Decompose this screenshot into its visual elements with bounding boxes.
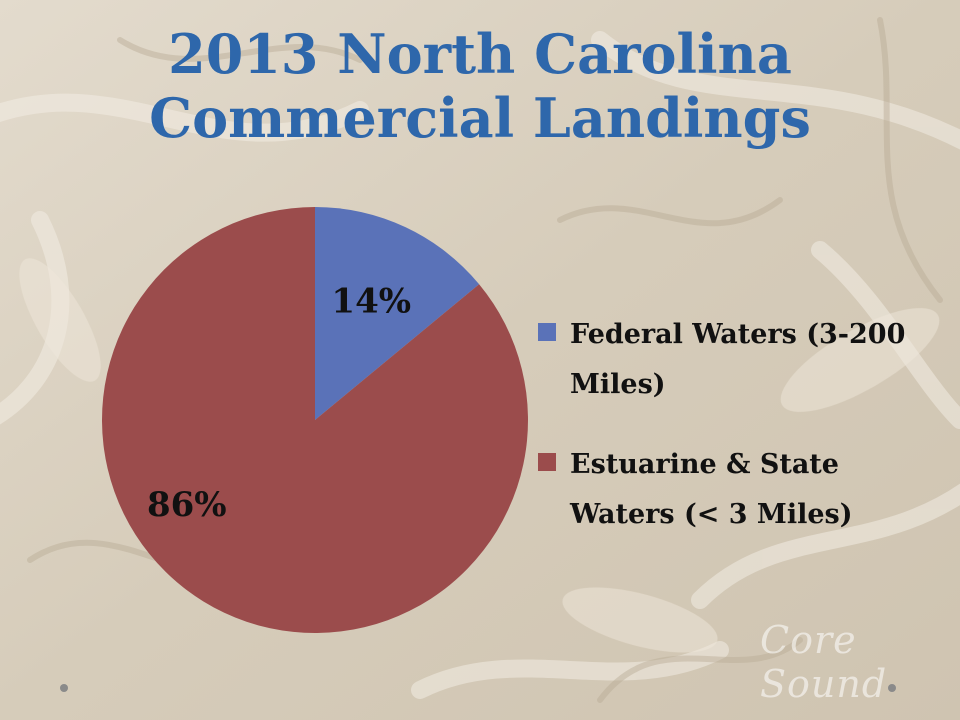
slide-dot-right	[888, 684, 896, 692]
chart-legend: Federal Waters (3-200 Miles) Estuarine &…	[538, 310, 948, 570]
watermark-logo: Core Sound	[760, 618, 888, 706]
legend-label-federal: Federal Waters (3-200 Miles)	[570, 319, 906, 400]
pie-slice-estuarine	[102, 207, 528, 633]
legend-swatch-federal	[538, 323, 556, 341]
slide-dot-left	[60, 684, 68, 692]
pie-chart: 14% 86%	[102, 207, 528, 633]
legend-label-estuarine: Estuarine & State Waters (< 3 Miles)	[570, 449, 853, 530]
title-line-1: 2013 North Carolina	[168, 22, 792, 86]
title-line-2: Commercial Landings	[149, 86, 811, 150]
data-label-estuarine: 86%	[147, 485, 227, 525]
legend-swatch-estuarine	[538, 453, 556, 471]
data-label-federal: 14%	[331, 282, 411, 322]
legend-item-estuarine: Estuarine & State Waters (< 3 Miles)	[538, 440, 948, 540]
page-title: 2013 North Carolina Commercial Landings	[0, 22, 960, 150]
pie-slice-federal	[315, 207, 480, 420]
legend-item-federal: Federal Waters (3-200 Miles)	[538, 310, 948, 410]
